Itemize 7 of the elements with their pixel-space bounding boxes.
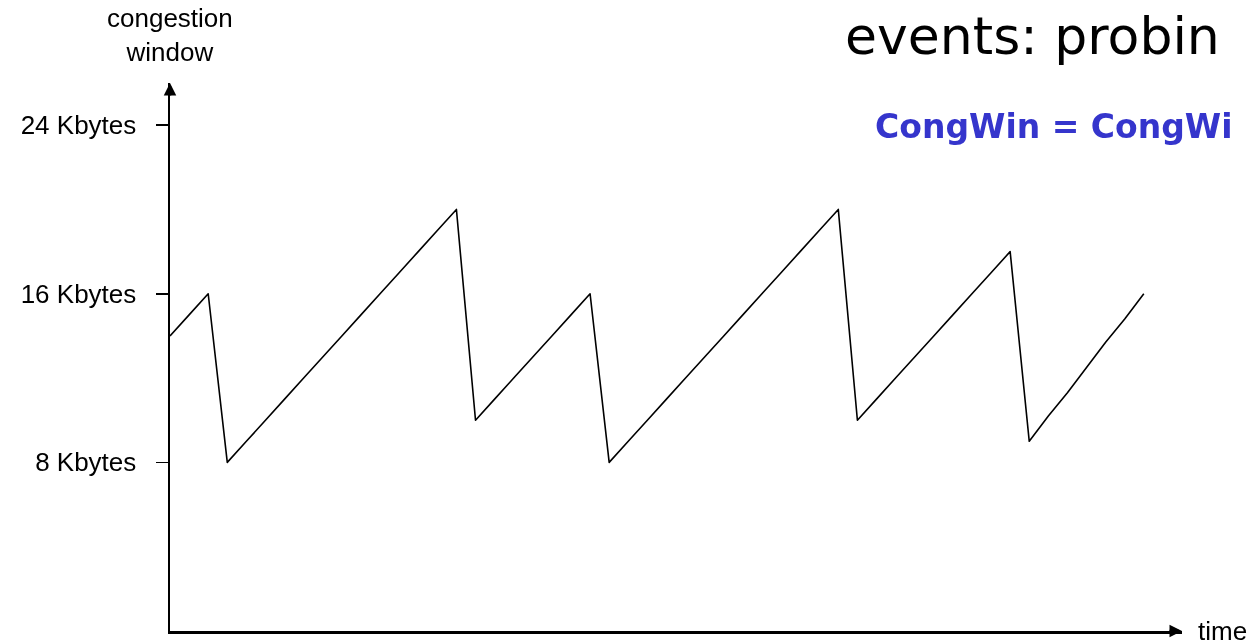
chart-title: events: probin <box>845 6 1220 67</box>
y-tick-label: 24 Kbytes <box>20 110 137 141</box>
annotation: CongWin = CongWi <box>875 107 1233 146</box>
y-tick-label: 8 Kbytes <box>35 447 137 478</box>
x-axis-title: time <box>1198 616 1248 640</box>
y-axis-title: congestion window <box>107 3 233 67</box>
y-tick-label: 16 Kbytes <box>20 278 137 309</box>
